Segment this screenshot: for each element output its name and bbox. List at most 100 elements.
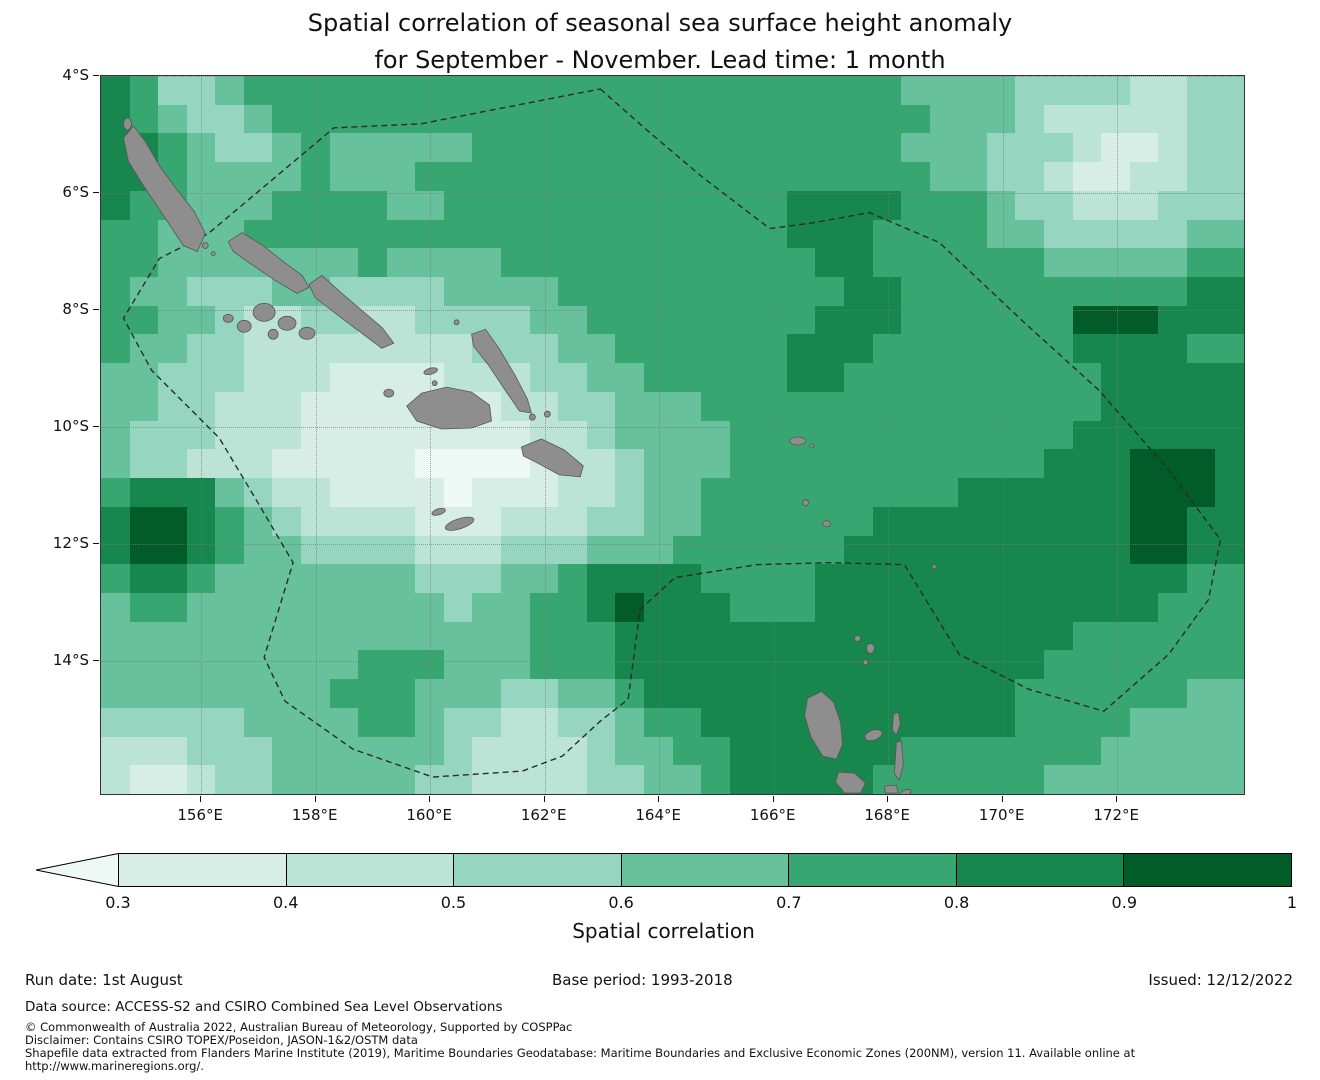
heatmap-cell — [586, 162, 616, 191]
heatmap-cell — [443, 76, 473, 105]
heatmap-cell — [1215, 190, 1244, 220]
heatmap-cell — [986, 679, 1016, 708]
heatmap-cell — [786, 248, 816, 278]
heatmap-cell — [329, 420, 359, 450]
heatmap-cell — [958, 736, 987, 766]
heatmap-cell — [1215, 305, 1244, 335]
heatmap-cell — [101, 679, 130, 708]
heatmap-cell — [501, 219, 530, 249]
heatmap-cell — [1101, 506, 1130, 536]
heatmap-cell — [501, 736, 530, 766]
heatmap-cell — [1186, 190, 1216, 220]
heatmap-cell — [729, 478, 759, 507]
heatmap-cell — [329, 679, 359, 708]
heatmap-cell — [586, 104, 616, 134]
heatmap-cell — [1072, 736, 1102, 766]
heatmap-cell — [1072, 104, 1102, 134]
heatmap-cell — [358, 334, 387, 364]
heatmap-cell — [958, 219, 987, 249]
heatmap-cell — [501, 679, 530, 708]
heatmap-cell — [301, 363, 330, 392]
heatmap-cell — [501, 621, 530, 651]
heatmap-cell — [729, 277, 759, 306]
heatmap-cell — [1072, 277, 1102, 306]
heatmap-cell — [129, 449, 159, 479]
heatmap-cell — [786, 592, 816, 622]
heatmap-cell — [1015, 391, 1044, 421]
heatmap-cell — [929, 190, 959, 220]
heatmap-cell — [301, 305, 330, 335]
heatmap-cell — [701, 592, 730, 622]
heatmap-cell — [843, 277, 873, 306]
heatmap-cell — [872, 765, 902, 794]
heatmap-cell — [358, 650, 387, 680]
heatmap-cell — [101, 219, 130, 249]
heatmap-cell — [672, 305, 702, 335]
heatmap-cell — [758, 478, 787, 507]
heatmap-cell — [815, 305, 844, 335]
heatmap-cell — [586, 707, 616, 737]
heatmap-cell — [558, 420, 587, 450]
heatmap-cell — [872, 76, 902, 105]
heatmap-cell — [1072, 621, 1102, 651]
heatmap-cell — [986, 535, 1016, 565]
heatmap-cell — [329, 506, 359, 536]
heatmap-cell — [1101, 363, 1130, 392]
heatmap-cell — [643, 420, 673, 450]
heatmap-cell — [415, 765, 444, 794]
heatmap-cell — [501, 765, 530, 794]
colorbar-label: Spatial correlation — [572, 919, 755, 943]
heatmap-cell — [758, 506, 787, 536]
heatmap-cell — [615, 363, 644, 392]
heatmap-cell — [158, 190, 187, 220]
heatmap-cell — [329, 277, 359, 306]
heatmap-cell — [872, 650, 902, 680]
heatmap-cell — [786, 449, 816, 479]
heatmap-cell — [501, 506, 530, 536]
heatmap-cell — [329, 391, 359, 421]
heatmap-cell — [386, 219, 416, 249]
heatmap-cell — [472, 621, 502, 651]
heatmap-cell — [215, 621, 244, 651]
heatmap-cell — [501, 707, 530, 737]
heatmap-cell — [386, 363, 416, 392]
heatmap-cell — [758, 162, 787, 191]
heatmap-cell — [301, 420, 330, 450]
heatmap-cell — [643, 679, 673, 708]
heatmap-cell — [215, 76, 244, 105]
heatmap-cell — [901, 248, 930, 278]
heatmap-cell — [929, 707, 959, 737]
heatmap-cell — [843, 449, 873, 479]
heatmap-cell — [643, 449, 673, 479]
heatmap-cell — [872, 104, 902, 134]
heatmap-cell — [729, 391, 759, 421]
heatmap-cell — [558, 535, 587, 565]
heatmap-cell — [558, 277, 587, 306]
heatmap-cell — [272, 334, 302, 364]
heatmap-cell — [1043, 736, 1073, 766]
heatmap-cell — [101, 190, 130, 220]
heatmap-cell — [615, 736, 644, 766]
heatmap-cell — [358, 449, 387, 479]
heatmap-cell — [129, 334, 159, 364]
heatmap-cell — [129, 650, 159, 680]
heatmap-cell — [358, 564, 387, 593]
heatmap-cell — [958, 707, 987, 737]
heatmap-cell — [415, 449, 444, 479]
heatmap-cell — [329, 478, 359, 507]
heatmap-cell — [1101, 592, 1130, 622]
heatmap-cell — [1158, 104, 1187, 134]
heatmap-cell — [958, 478, 987, 507]
heatmap-cell — [758, 133, 787, 163]
heatmap-cell — [443, 277, 473, 306]
heatmap-cell — [615, 248, 644, 278]
heatmap-cell — [129, 248, 159, 278]
heatmap-cell — [386, 449, 416, 479]
heatmap-cell — [672, 133, 702, 163]
x-tick-label: 172°E — [1093, 806, 1139, 824]
heatmap-cell — [958, 765, 987, 794]
heatmap-cell — [1215, 133, 1244, 163]
heatmap-cell — [301, 736, 330, 766]
heatmap-cell — [1043, 621, 1073, 651]
heatmap-cell — [329, 334, 359, 364]
